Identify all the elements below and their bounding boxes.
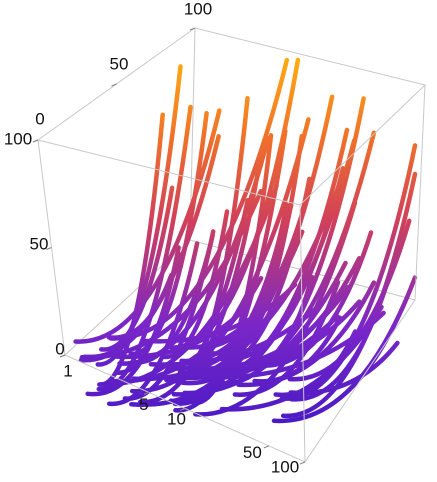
curve [95,64,183,367]
y-tick-label: 100 [184,0,212,18]
curve [189,299,362,377]
curve [252,315,343,384]
curves [73,57,418,424]
curve [288,266,394,402]
y-tick-label: 0 [35,109,44,128]
curve [273,329,358,398]
curve [128,110,209,357]
y-tick-label: 50 [110,54,129,73]
z-tick-label: 50 [30,234,49,253]
curve [217,130,377,378]
curve [131,233,215,365]
curve [113,245,181,375]
curve [219,133,305,362]
curve [258,230,374,368]
curve [98,183,279,387]
x-tick-label: 5 [139,395,148,414]
tick-mark [179,408,186,411]
tick-mark [111,83,117,87]
tick-mark [189,27,196,31]
x-tick-label: 100 [271,457,299,476]
curve [236,280,377,388]
tick-mark [143,391,150,395]
curve [99,185,175,352]
curve [143,282,298,344]
curve [182,138,357,396]
x-tick-label: 50 [243,443,262,462]
z-tick-label: 100 [4,129,32,148]
curve [271,275,418,424]
tick-mark [46,247,52,250]
curve [73,108,222,344]
tick-mark [59,354,66,358]
tick-mark [299,461,306,465]
curve [232,279,341,397]
z-tick-label: 0 [55,339,64,358]
curve [131,300,281,382]
x-tick-label: 1 [63,361,72,380]
curve [279,143,418,401]
x-tick-label: 10 [167,409,186,428]
tick-mark [263,445,270,449]
curve [160,209,230,360]
curve [191,228,284,367]
tick-mark [32,139,39,143]
curve [97,112,165,387]
